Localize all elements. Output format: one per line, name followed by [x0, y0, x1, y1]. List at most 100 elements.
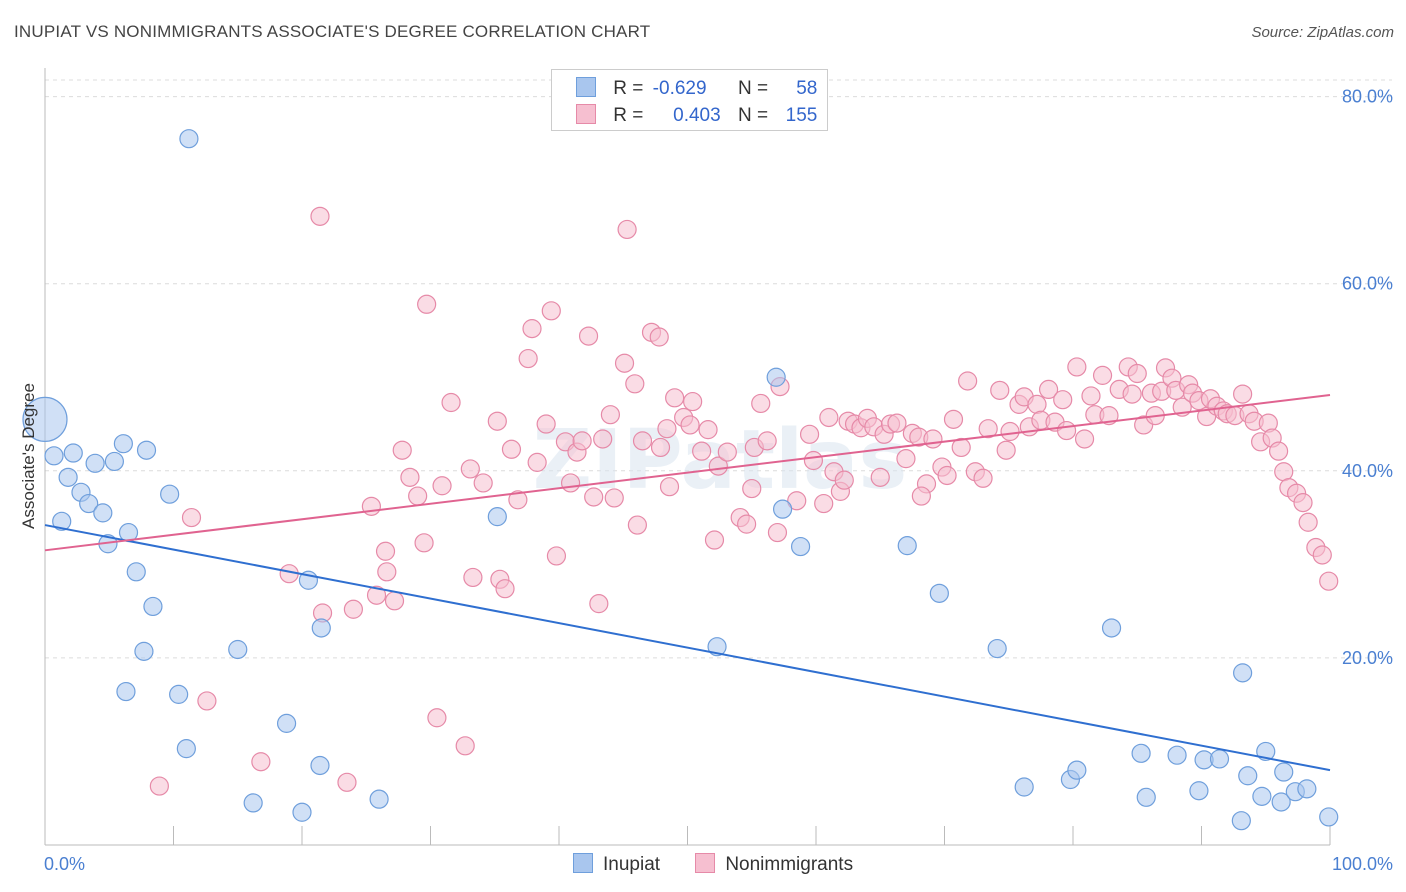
nonimmigrants-point	[432, 476, 452, 496]
nonimmigrants-point	[649, 327, 669, 347]
nonimmigrants-point	[441, 392, 461, 413]
nonimmigrants-point	[1092, 365, 1113, 385]
nonimmigrants-point	[1298, 512, 1318, 532]
nonimmigrants-point	[632, 431, 653, 451]
inupiat-point	[1297, 779, 1317, 799]
y-tick-label: 40.0%	[1342, 461, 1393, 481]
nonimmigrants-point	[657, 419, 677, 439]
inupiat-point	[790, 536, 811, 557]
inupiat-point	[1136, 787, 1156, 807]
nonimmigrants-point	[819, 407, 839, 428]
x-tick-label: 0.0%	[44, 854, 85, 874]
nonimmigrants-trend-line	[44, 394, 1331, 552]
inupiat-point	[772, 499, 793, 519]
nonimmigrants-point	[414, 533, 434, 553]
nonimmigrants-point	[527, 452, 547, 472]
inupiat-point	[63, 443, 83, 463]
inupiat-point	[44, 446, 64, 466]
nonimmigrants-point	[996, 440, 1016, 460]
nonimmigrants-point	[887, 413, 907, 433]
nonimmigrants-point	[604, 488, 624, 508]
nonimmigrants-point	[625, 374, 645, 394]
inupiat-point	[1131, 743, 1151, 763]
nonimmigrants-point	[1127, 363, 1147, 384]
y-tick-labels: 20.0% 40.0% 60.0% 80.0%	[1342, 87, 1393, 668]
source-label: Source: ZipAtlas.com	[1251, 24, 1394, 41]
nonimmigrants-point	[463, 567, 483, 588]
nonimmigrants-point	[1067, 357, 1087, 377]
nonimmigrants-point	[1056, 420, 1077, 441]
nonimmigrants-point	[1027, 394, 1047, 414]
inupiat-point	[707, 637, 727, 657]
nonimmigrants-point	[698, 420, 718, 440]
nonimmigrants-point	[1293, 493, 1313, 513]
nonimmigrants-point	[392, 440, 412, 460]
nonimmigrants-point	[589, 594, 609, 614]
inupiat-point	[134, 641, 154, 661]
inupiat-point	[93, 503, 113, 523]
inupiat-point	[1233, 663, 1253, 683]
inupiat-point	[1319, 807, 1339, 827]
inupiat-swatch	[576, 77, 596, 97]
n-label: N =	[737, 105, 769, 126]
nonimmigrants-point	[495, 579, 515, 599]
y-tick-label: 80.0%	[1342, 87, 1393, 107]
nonimmigrants-point	[361, 496, 381, 516]
nonimmigrants-point	[541, 301, 561, 321]
inupiat-point	[897, 536, 917, 556]
inupiat-point	[243, 793, 263, 813]
nonimmigrants-point	[375, 541, 396, 561]
nonimmigrants-point	[650, 437, 671, 458]
inupiat-point	[1101, 618, 1122, 638]
nonimmigrants-point	[508, 490, 528, 510]
nonimmigrants-point	[923, 429, 943, 449]
r-label: R =	[613, 105, 644, 126]
inupiat-trend-line	[44, 524, 1331, 772]
nonimmigrants-point	[427, 708, 447, 728]
inupiat-point	[292, 802, 312, 822]
inupiat-point	[1014, 777, 1034, 797]
nonimmigrants-point	[683, 391, 703, 412]
nonimmigrants-point	[593, 429, 613, 449]
nonimmigrants-point	[958, 371, 978, 391]
inupiat-point	[22, 396, 68, 442]
inupiat-point	[1271, 792, 1291, 812]
nonimmigrants-point	[708, 456, 728, 476]
chart-title: INUPIAT VS NONIMMIGRANTS ASSOCIATE'S DEG…	[14, 22, 651, 41]
inupiat-point	[487, 507, 507, 527]
nonimmigrants-point	[251, 752, 271, 772]
nonimmigrants-point	[149, 776, 169, 796]
inupiat-point	[1231, 811, 1251, 831]
legend-row-inupiat: R = -0.629 N = 58	[576, 77, 817, 99]
nonimmigrants-point	[337, 772, 357, 792]
inupiat-point	[369, 789, 389, 809]
nonimmigrants-point	[757, 431, 777, 451]
nonimmigrants-point	[799, 424, 820, 444]
nonimmigrants-point	[1268, 441, 1289, 461]
nonimmigrants-point	[951, 437, 971, 458]
y-tick-label: 20.0%	[1342, 648, 1393, 668]
nonimmigrants-point	[310, 206, 330, 226]
correlation-legend: R = -0.629 N = 58 R = 0.403 N = 155	[551, 69, 828, 131]
nonimmigrants-point	[1053, 390, 1073, 410]
nonimmigrants-point	[600, 405, 621, 425]
nonimmigrants-point	[522, 319, 542, 339]
nonimmigrants-point	[1038, 379, 1059, 400]
nonimmigrants-point	[1312, 545, 1332, 565]
nonimmigrants-point	[692, 441, 712, 461]
legend-item-inupiat: Inupiat	[573, 853, 660, 876]
nonimmigrants-point	[870, 467, 890, 487]
nonimmigrants-point	[384, 591, 405, 611]
nonimmigrants-legend-label: Nonimmigrants	[725, 854, 854, 875]
inupiat-point	[58, 467, 78, 487]
inupiat-point	[169, 684, 189, 704]
nonimmigrants-point	[377, 562, 397, 582]
inupiat-point	[160, 484, 180, 504]
nonimmigrants-point	[704, 530, 725, 550]
nonimmigrants-point	[1274, 462, 1294, 482]
inupiat-point	[143, 596, 163, 617]
nonimmigrants-point	[546, 546, 567, 566]
inupiat-point	[1238, 766, 1258, 786]
nonimmigrants-point	[501, 439, 522, 459]
inupiat-point	[136, 440, 157, 460]
